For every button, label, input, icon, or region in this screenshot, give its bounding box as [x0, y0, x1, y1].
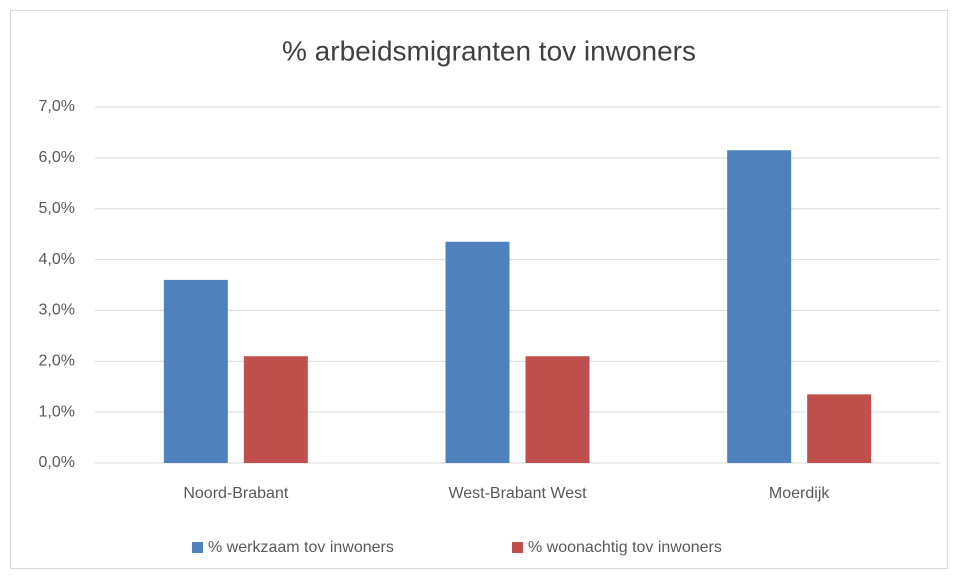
y-tick-label: 4,0% — [39, 251, 75, 268]
bar — [807, 394, 872, 463]
x-tick-label: West-Brabant West — [448, 485, 587, 502]
chart-title: % arbeidsmigranten tov inwoners — [282, 35, 696, 66]
y-tick-label: 1,0% — [39, 403, 75, 420]
y-tick-label: 0,0% — [39, 454, 75, 471]
y-tick-label: 7,0% — [39, 98, 75, 115]
y-tick-label: 3,0% — [39, 302, 75, 319]
bar — [445, 241, 510, 463]
legend-swatch — [192, 542, 203, 553]
y-tick-label: 2,0% — [39, 353, 75, 370]
y-tick-label: 5,0% — [39, 200, 75, 217]
bar — [243, 356, 308, 463]
legend-swatch — [512, 542, 523, 553]
y-tick-label: 6,0% — [39, 149, 75, 166]
x-tick-label: Moerdijk — [769, 485, 830, 502]
bar — [727, 150, 792, 463]
bar — [163, 279, 228, 463]
x-tick-label: Noord-Brabant — [183, 485, 289, 502]
legend-label: % werkzaam tov inwoners — [208, 539, 394, 556]
bar — [525, 356, 590, 463]
legend-label: % woonachtig tov inwoners — [528, 539, 722, 556]
